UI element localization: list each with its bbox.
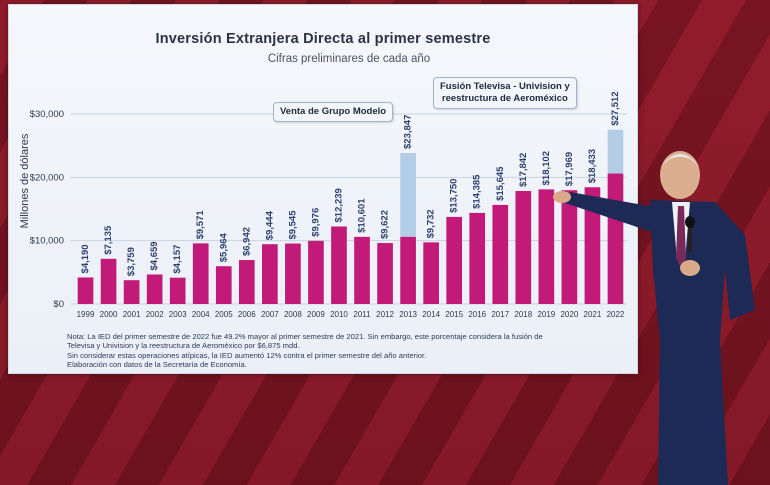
bar	[446, 216, 463, 304]
bar-value-label: $9,444	[264, 210, 275, 240]
bar	[262, 244, 278, 304]
x-tick-label: 2001	[123, 310, 141, 319]
chart-notes: Nota: La IED del primer semestre de 2022…	[67, 332, 627, 370]
x-tick-label: 2018	[514, 310, 532, 319]
presentation-screen: Inversión Extranjera Directa al primer s…	[8, 4, 638, 374]
bar-value-label: $18,433	[587, 149, 598, 183]
x-tick-label: 2010	[330, 310, 348, 319]
note-line-4: Elaboración con datos de la Secretaría d…	[67, 360, 247, 370]
bar	[238, 260, 255, 304]
bar	[400, 236, 416, 304]
bar-value-label: $9,622	[380, 210, 391, 239]
bar	[377, 243, 393, 304]
bar-value-label: $17,969	[564, 152, 575, 186]
x-tick-label: 2002	[146, 310, 164, 319]
bar-atypical-portion	[400, 152, 416, 237]
y-tick-label: $30,000	[30, 109, 64, 120]
bar	[584, 187, 601, 304]
x-tick-label: 2020	[560, 310, 578, 319]
bar-value-label: $7,135	[103, 225, 114, 255]
callout-grupo-modelo: Venta de Grupo Modelo	[273, 102, 394, 122]
bar	[423, 242, 439, 304]
x-tick-label: 2008	[284, 310, 302, 319]
callout-televisa-line2: reestructura de Aeroméxico	[441, 93, 568, 104]
x-tick-label: 2017	[491, 310, 509, 319]
callout-grupo-modelo-text: Venta de Grupo Modelo	[280, 106, 387, 117]
callout-televisa-line1: Fusión Televisa - Univision y	[440, 81, 570, 92]
x-tick-label: 2011	[353, 310, 371, 319]
x-tick-label: 2014	[422, 310, 440, 319]
x-tick-label: 2006	[238, 310, 256, 319]
y-tick-label: $20,000	[30, 172, 64, 183]
bar-value-label: $9,571	[195, 210, 206, 240]
chart-title: Inversión Extranjera Directa al primer s…	[155, 31, 491, 47]
x-tick-label: 2019	[537, 310, 555, 319]
x-tick-label: 2004	[192, 310, 210, 319]
y-tick-label: $10,000	[30, 236, 64, 247]
bar-value-label: $12,239	[333, 188, 344, 222]
bar-value-label: $14,385	[472, 174, 483, 209]
callout-televisa-aeromexico: Fusión Televisa - Univision y reestructu…	[433, 77, 577, 109]
bar	[123, 280, 140, 304]
note-line-1: Nota: La IED del primer semestre de 2022…	[67, 332, 543, 341]
bar	[492, 204, 509, 304]
x-tick-label: 2013	[399, 310, 417, 319]
bar-chart: $0 $10,000 $20,000 $30,000 $4,190 1999 $7,135 2…	[30, 91, 627, 319]
bar	[285, 243, 301, 304]
bar	[308, 240, 324, 304]
bar-value-label: $9,976	[310, 208, 321, 237]
x-tick-label: 2012	[376, 310, 394, 319]
bar	[515, 191, 532, 304]
bar-atypical-portion	[607, 129, 624, 174]
x-tick-label: 2005	[215, 310, 233, 319]
bar-value-label: $18,102	[541, 151, 552, 185]
note-line-3: Sin considerar estas operaciones atípica…	[67, 350, 427, 360]
bar-value-label: $23,847	[403, 115, 414, 149]
bar-value-label: $10,601	[357, 198, 368, 233]
x-tick-label: 2007	[261, 310, 279, 319]
bar-value-label: $15,645	[495, 166, 506, 201]
x-tick-label: 2021	[584, 310, 602, 319]
speaker-figure	[553, 151, 755, 485]
bar-value-label: $3,759	[126, 247, 137, 276]
bar-value-label: $9,732	[426, 209, 437, 238]
bar	[538, 189, 555, 304]
bar-value-label: $6,942	[241, 227, 252, 256]
bar-value-label: $4,157	[172, 245, 183, 274]
chart-subtitle: Cifras preliminares de cada año	[267, 53, 431, 65]
x-tick-label: 2015	[445, 310, 463, 319]
bar	[77, 277, 94, 304]
bar	[215, 266, 232, 304]
y-tick-label: $0	[53, 299, 64, 310]
bar-value-label: $9,545	[287, 210, 298, 240]
bar	[192, 243, 209, 304]
bar	[331, 226, 347, 304]
bar-value-label: $13,750	[449, 179, 460, 213]
bar-value-label: $17,842	[518, 153, 529, 187]
x-tick-label: 2022	[607, 310, 625, 319]
x-tick-label: 1999	[77, 310, 95, 319]
bar	[561, 190, 578, 304]
bar-value-label: $4,190	[80, 244, 91, 273]
bar	[100, 258, 117, 304]
bar-value-label: $4,659	[149, 241, 160, 270]
note-line-2: Televisa y Univision y la reestructura d…	[67, 341, 300, 351]
bar	[354, 236, 370, 304]
x-tick-label: 2003	[169, 310, 187, 319]
bar-value-label: $5,964	[218, 232, 229, 262]
x-tick-label: 2016	[468, 310, 486, 319]
bar-value-label: $27,512	[610, 91, 621, 125]
x-tick-label: 2000	[100, 310, 118, 319]
bar	[146, 274, 163, 304]
bar	[469, 212, 486, 304]
x-tick-label: 2009	[307, 310, 325, 319]
bar	[169, 277, 186, 304]
